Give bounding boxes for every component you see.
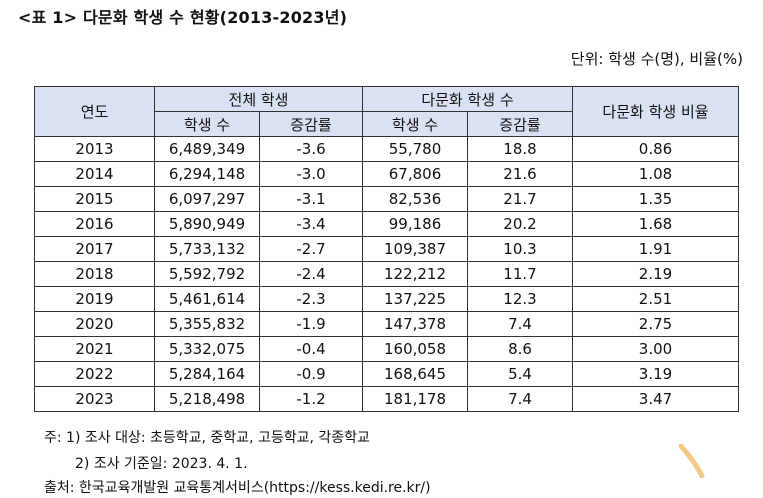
table-row: 2023 5,218,498 -1.2 181,178 7.4 3.47 (34, 386, 739, 412)
cell-total-count: 5,890,949 (154, 211, 260, 237)
cell-year: 2014 (34, 161, 155, 187)
header-total-rate: 증감률 (259, 111, 363, 137)
cell-year: 2023 (34, 386, 155, 412)
cell-multi-rate: 7.4 (467, 386, 573, 412)
table-row: 2017 5,733,132 -2.7 109,387 10.3 1.91 (34, 236, 739, 262)
cell-total-count: 5,592,792 (154, 261, 260, 287)
cell-year: 2013 (34, 136, 155, 162)
table-body: 2013 6,489,349 -3.6 55,780 18.8 0.86 2014 6,294… (34, 136, 739, 412)
cell-multi-count: 168,645 (362, 361, 468, 387)
cell-multi-count: 67,806 (362, 161, 468, 187)
table-row: 2022 5,284,164 -0.9 168,645 5.4 3.19 (34, 361, 739, 387)
cell-ratio: 1.68 (572, 211, 739, 237)
cell-total-count: 5,355,832 (154, 311, 260, 337)
cell-ratio: 1.91 (572, 236, 739, 262)
cell-total-rate: -3.4 (259, 211, 363, 237)
table-title: <표 1> 다문화 학생 수 현황(2013-2023년) (18, 8, 348, 27)
cell-multi-count: 82,536 (362, 186, 468, 212)
cell-total-rate: -2.3 (259, 286, 363, 312)
cell-total-count: 5,461,614 (154, 286, 260, 312)
cell-ratio: 3.47 (572, 386, 739, 412)
cell-total-count: 5,332,075 (154, 336, 260, 362)
cell-multi-rate: 20.2 (467, 211, 573, 237)
cell-ratio: 3.19 (572, 361, 739, 387)
header-total-students: 전체 학생 (154, 86, 363, 112)
cell-multi-rate: 10.3 (467, 236, 573, 262)
cell-year: 2019 (34, 286, 155, 312)
cell-multi-rate: 8.6 (467, 336, 573, 362)
cell-total-rate: -1.9 (259, 311, 363, 337)
table-row: 2018 5,592,792 -2.4 122,212 11.7 2.19 (34, 261, 739, 287)
cell-total-count: 5,733,132 (154, 236, 260, 262)
cell-total-rate: -0.9 (259, 361, 363, 387)
cell-total-rate: -2.4 (259, 261, 363, 287)
table-row: 2013 6,489,349 -3.6 55,780 18.8 0.86 (34, 136, 739, 162)
cell-total-count: 5,218,498 (154, 386, 260, 412)
cell-year: 2020 (34, 311, 155, 337)
table-row: 2014 6,294,148 -3.0 67,806 21.6 1.08 (34, 161, 739, 187)
cell-year: 2017 (34, 236, 155, 262)
cell-multi-count: 160,058 (362, 336, 468, 362)
decorative-swoosh-icon (678, 444, 705, 478)
table-row: 2016 5,890,949 -3.4 99,186 20.2 1.68 (34, 211, 739, 237)
cell-ratio: 1.35 (572, 186, 739, 212)
unit-label: 단위: 학생 수(명), 비율(%) (570, 50, 743, 68)
table-row: 2019 5,461,614 -2.3 137,225 12.3 2.51 (34, 286, 739, 312)
header-ratio: 다문화 학생 비율 (572, 86, 739, 137)
cell-multi-rate: 5.4 (467, 361, 573, 387)
cell-multi-rate: 7.4 (467, 311, 573, 337)
cell-multi-count: 109,387 (362, 236, 468, 262)
note-2: 2) 조사 기준일: 2023. 4. 1. (75, 456, 248, 472)
cell-ratio: 3.00 (572, 336, 739, 362)
cell-year: 2018 (34, 261, 155, 287)
cell-year: 2015 (34, 186, 155, 212)
notes: 주: 1) 조사 대상: 초등학교, 중학교, 고등학교, 각종학교 2) 조사… (44, 425, 370, 477)
table-row: 2021 5,332,075 -0.4 160,058 8.6 3.00 (34, 336, 739, 362)
cell-multi-rate: 18.8 (467, 136, 573, 162)
table-row: 2015 6,097,297 -3.1 82,536 21.7 1.35 (34, 186, 739, 212)
cell-multi-rate: 12.3 (467, 286, 573, 312)
cell-total-rate: -0.4 (259, 336, 363, 362)
header-multi-count: 학생 수 (362, 111, 468, 137)
cell-year: 2021 (34, 336, 155, 362)
cell-multi-count: 137,225 (362, 286, 468, 312)
cell-total-count: 6,097,297 (154, 186, 260, 212)
header-year: 연도 (34, 86, 155, 137)
cell-ratio: 2.75 (572, 311, 739, 337)
header-multicultural-students: 다문화 학생 수 (362, 86, 573, 112)
cell-total-rate: -3.6 (259, 136, 363, 162)
cell-total-rate: -3.0 (259, 161, 363, 187)
cell-total-rate: -2.7 (259, 236, 363, 262)
cell-total-rate: -3.1 (259, 186, 363, 212)
cell-multi-count: 147,378 (362, 311, 468, 337)
cell-total-count: 6,294,148 (154, 161, 260, 187)
cell-ratio: 2.51 (572, 286, 739, 312)
cell-total-count: 5,284,164 (154, 361, 260, 387)
cell-year: 2022 (34, 361, 155, 387)
cell-multi-count: 122,212 (362, 261, 468, 287)
cell-year: 2016 (34, 211, 155, 237)
cell-multi-rate: 21.7 (467, 186, 573, 212)
header-multi-rate: 증감률 (467, 111, 573, 137)
table-row: 2020 5,355,832 -1.9 147,378 7.4 2.75 (34, 311, 739, 337)
cell-ratio: 0.86 (572, 136, 739, 162)
cell-multi-count: 99,186 (362, 211, 468, 237)
cell-multi-count: 55,780 (362, 136, 468, 162)
cell-multi-rate: 21.6 (467, 161, 573, 187)
header-total-count: 학생 수 (154, 111, 260, 137)
multicultural-students-table: 연도 전체 학생 다문화 학생 수 다문화 학생 비율 학생 수 증감률 학생 … (34, 86, 739, 412)
cell-multi-count: 181,178 (362, 386, 468, 412)
note-1: 주: 1) 조사 대상: 초등학교, 중학교, 고등학교, 각종학교 (44, 430, 370, 446)
cell-total-count: 6,489,349 (154, 136, 260, 162)
cell-total-rate: -1.2 (259, 386, 363, 412)
cell-ratio: 2.19 (572, 261, 739, 287)
source-line: 출처: 한국교육개발원 교육통계서비스(https://kess.kedi.re… (44, 480, 431, 496)
cell-multi-rate: 11.7 (467, 261, 573, 287)
cell-ratio: 1.08 (572, 161, 739, 187)
